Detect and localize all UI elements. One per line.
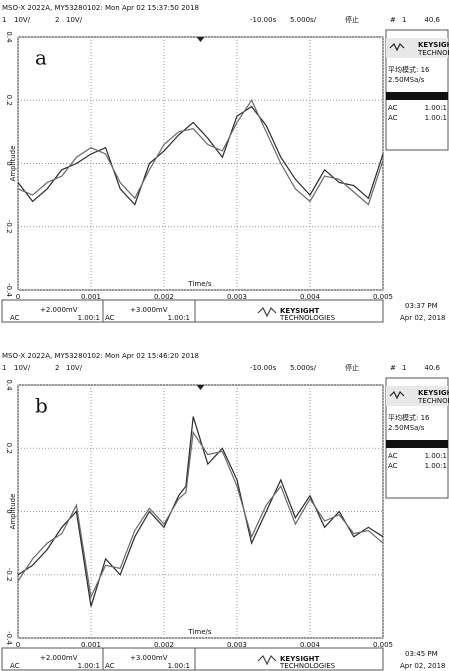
- status-text: 1: [402, 16, 406, 24]
- bottom-text: 1.00:1: [78, 314, 100, 322]
- panel-letter: a: [35, 46, 47, 70]
- x-axis-label: Time/s: [187, 280, 211, 288]
- y-axis-label: Amplitude: [9, 146, 17, 182]
- status-text: -10.00s: [250, 364, 277, 372]
- x-axis-label: Time/s: [187, 628, 211, 636]
- bottom-text: TECHNOLOGIES: [279, 314, 336, 322]
- side-text: 平均模式: 16: [388, 413, 430, 422]
- side-text: KEYSIGHT: [418, 41, 449, 49]
- side-text: KEYSIGHT: [418, 389, 449, 397]
- side-bar: [386, 440, 448, 448]
- bottom-text: Apr 02, 2018: [400, 662, 446, 670]
- status-text: 1: [402, 364, 406, 372]
- status-text: 10V/: [66, 16, 83, 24]
- status-text: #: [390, 364, 396, 372]
- status-text: MSO-X 2022A, MY53280102: Mon Apr 02 15:4…: [2, 352, 199, 360]
- status-text: -10.00s: [250, 16, 277, 24]
- side-text: TECHNOLOGIES: [417, 49, 449, 57]
- status-text: 停止: [345, 363, 359, 372]
- panel-letter: b: [35, 394, 48, 418]
- status-text: 5.000s/: [290, 16, 317, 24]
- side-text: 1.00:1: [425, 114, 447, 122]
- bottom-text: 1.00:1: [168, 662, 190, 670]
- side-text: AC: [388, 462, 398, 470]
- bottom-text: +3.000mV: [130, 306, 168, 314]
- side-text: 1.00:1: [425, 104, 447, 112]
- side-text: TECHNOLOGIES: [417, 397, 449, 405]
- bottom-text: +2.000mV: [40, 654, 78, 662]
- y-tick-label: 0.2: [5, 95, 13, 106]
- side-text: 2.50MSa/s: [388, 424, 425, 432]
- status-text: 停止: [345, 15, 359, 24]
- bottom-text: AC: [105, 662, 115, 670]
- side-bar: [386, 92, 448, 100]
- side-text: 2.50MSa/s: [388, 76, 425, 84]
- side-text: 1.00:1: [425, 452, 447, 460]
- status-text: 10V/: [14, 16, 31, 24]
- status-text: MSO-X 2022A, MY53280102: Mon Apr 02 15:3…: [2, 4, 199, 12]
- status-text: 1: [2, 364, 6, 372]
- bottom-text: AC: [10, 314, 20, 322]
- y-axis-label: Amplitude: [9, 494, 17, 530]
- side-text: 平均模式: 16: [388, 65, 430, 74]
- status-text: 2: [55, 16, 59, 24]
- status-text: 1: [2, 16, 6, 24]
- status-text: 10V/: [14, 364, 31, 372]
- y-tick-label: -0.2: [5, 568, 13, 582]
- bottom-text: AC: [10, 662, 20, 670]
- status-text: 40.6: [424, 16, 440, 24]
- side-text: AC: [388, 104, 398, 112]
- bottom-text: 1.00:1: [168, 314, 190, 322]
- status-text: #: [390, 16, 396, 24]
- bottom-text: Apr 02, 2018: [400, 314, 446, 322]
- bottom-text: 03:45 PM: [405, 650, 438, 658]
- status-text: 2: [55, 364, 59, 372]
- y-tick-label: -0.4: [5, 283, 13, 297]
- bottom-text: TECHNOLOGIES: [279, 662, 336, 670]
- side-text: 1.00:1: [425, 462, 447, 470]
- y-tick-label: 0.4: [5, 31, 13, 43]
- bottom-text: +2.000mV: [40, 306, 78, 314]
- y-tick-label: -0.2: [5, 220, 13, 234]
- bottom-text: +3.000mV: [130, 654, 168, 662]
- side-text: AC: [388, 114, 398, 122]
- bottom-text: 03:37 PM: [405, 302, 438, 310]
- y-tick-label: 0.2: [5, 443, 13, 454]
- bottom-text: 1.00:1: [78, 662, 100, 670]
- status-text: 5.000s/: [290, 364, 317, 372]
- screenshot: MSO-X 2022A, MY53280102: Mon Apr 02 15:3…: [0, 0, 449, 671]
- y-tick-label: -0.4: [5, 631, 13, 645]
- status-text: 40.6: [424, 364, 440, 372]
- side-text: AC: [388, 452, 398, 460]
- status-text: 10V/: [66, 364, 83, 372]
- bottom-text: AC: [105, 314, 115, 322]
- y-tick-label: 0.4: [5, 379, 13, 391]
